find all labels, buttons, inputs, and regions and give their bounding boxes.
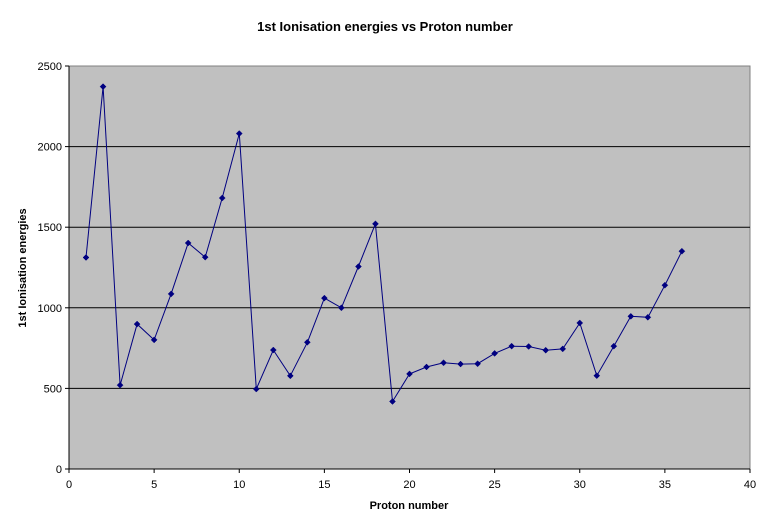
data-point-2 xyxy=(99,83,107,90)
data-point-28 xyxy=(542,346,550,354)
grid-lines xyxy=(69,146,750,389)
data-point-30 xyxy=(576,319,584,327)
data-point-23 xyxy=(457,360,464,368)
data-point-20 xyxy=(406,370,413,378)
data-point-7 xyxy=(184,239,192,247)
data-point-11 xyxy=(252,385,260,393)
y-tick-label-2500: 2500 xyxy=(38,61,62,73)
y-tick-label-1000: 1000 xyxy=(38,303,62,315)
axes xyxy=(65,65,751,473)
data-point-6 xyxy=(167,290,175,298)
data-point-24 xyxy=(474,360,481,368)
data-point-31 xyxy=(593,372,601,380)
x-tick-label-15: 15 xyxy=(318,479,330,491)
plot-area xyxy=(68,65,751,470)
data-point-27 xyxy=(525,343,533,350)
data-point-14 xyxy=(303,338,311,346)
data-point-26 xyxy=(508,342,516,350)
data-point-9 xyxy=(218,194,226,202)
data-point-25 xyxy=(491,350,498,357)
data-point-17 xyxy=(355,263,362,270)
data-point-18 xyxy=(372,220,379,228)
data-point-15 xyxy=(321,294,328,302)
chart-title: 1st Ionisation energies vs Proton number xyxy=(257,19,513,34)
data-point-4 xyxy=(133,320,141,328)
data-point-33 xyxy=(627,312,635,320)
data-point-16 xyxy=(338,304,345,312)
x-tick-label-30: 30 xyxy=(574,479,586,491)
x-tick-label-5: 5 xyxy=(151,479,157,491)
data-point-35 xyxy=(661,281,669,289)
x-tick-label-35: 35 xyxy=(659,479,671,491)
y-axis-label: 1st Ionisation energies xyxy=(17,208,29,327)
data-point-32 xyxy=(610,342,618,350)
data-point-22 xyxy=(440,359,447,367)
y-tick-label-2000: 2000 xyxy=(38,142,62,154)
data-point-21 xyxy=(423,363,430,371)
x-axis-label: Proton number xyxy=(370,500,450,512)
data-point-19 xyxy=(389,398,396,405)
y-tick-label-0: 0 xyxy=(56,464,62,476)
tick-labels: 0 500 1000 1500 2000 2500 0 5 10 15 20 25 30 35 40 xyxy=(38,61,757,491)
data-point-36 xyxy=(678,247,686,255)
y-tick-label-500: 500 xyxy=(44,383,62,395)
data-point-12 xyxy=(269,346,277,354)
data-point-13 xyxy=(286,372,294,380)
data-point-8 xyxy=(201,253,209,261)
x-tick-label-25: 25 xyxy=(489,479,501,491)
data-point-1 xyxy=(82,254,90,261)
x-tick-label-10: 10 xyxy=(233,479,245,491)
x-tick-label-0: 0 xyxy=(66,479,72,491)
data-point-29 xyxy=(559,345,567,353)
y-tick-label-1500: 1500 xyxy=(38,222,62,234)
data-point-5 xyxy=(150,336,158,344)
x-tick-label-20: 20 xyxy=(403,479,415,491)
data-points xyxy=(82,83,686,405)
data-point-3 xyxy=(116,381,124,389)
data-point-34 xyxy=(644,313,652,321)
x-tick-label-40: 40 xyxy=(744,479,756,491)
series-line xyxy=(85,86,683,404)
data-point-10 xyxy=(235,130,243,137)
